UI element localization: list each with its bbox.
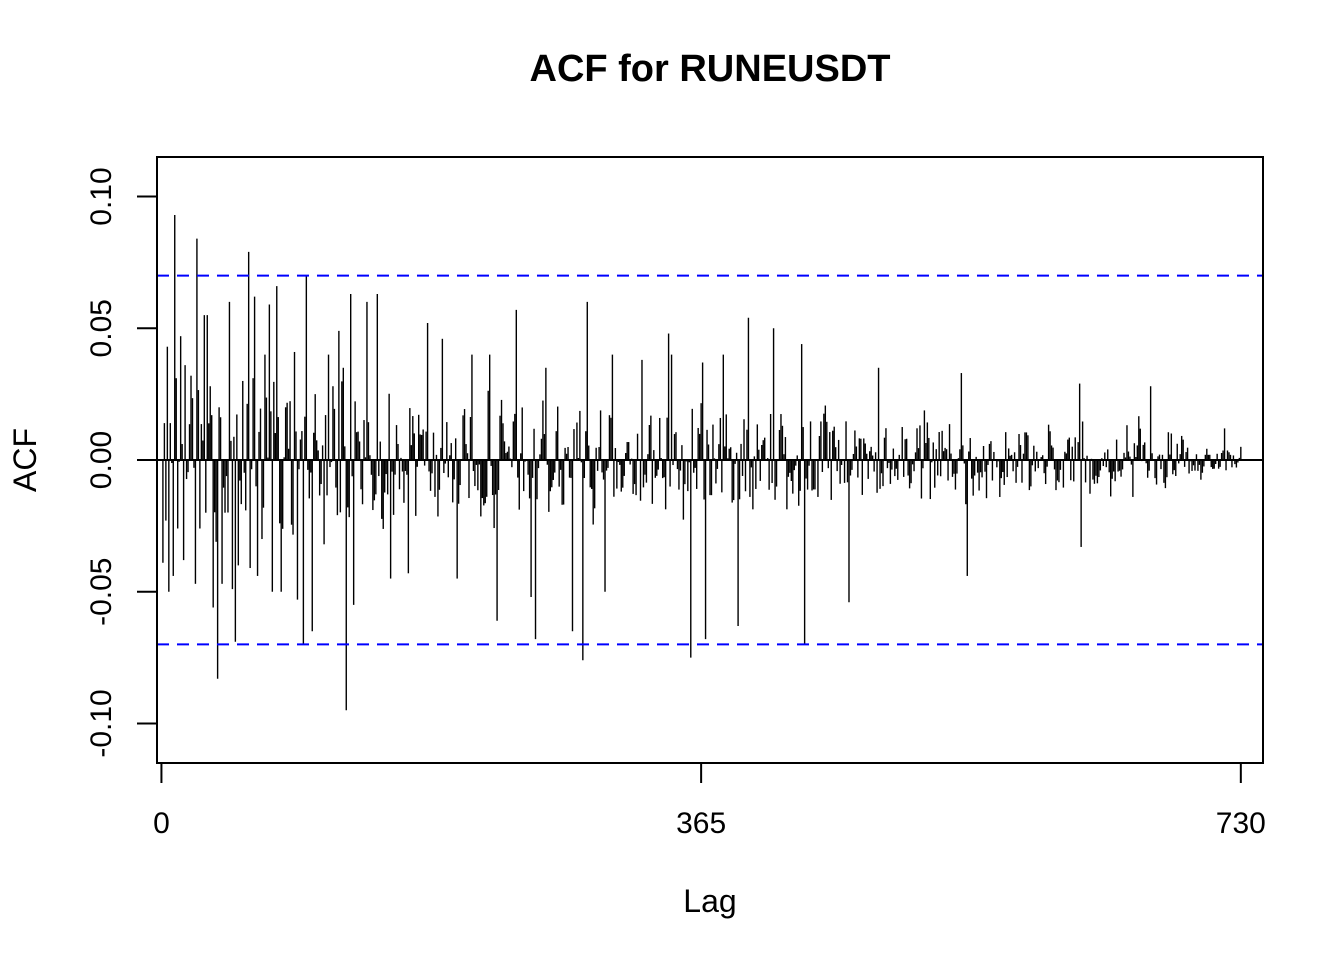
chart-title: ACF for RUNEUSDT (530, 48, 891, 90)
y-tick-label-2: 0.00 (85, 431, 118, 489)
acf-bars (162, 214, 1242, 711)
x-tick-label-1: 365 (676, 807, 726, 840)
x-tick-label-0: 0 (153, 807, 170, 840)
x-axis: 0 365 730 (153, 762, 1266, 840)
x-axis-label: Lag (683, 883, 736, 919)
confidence-bounds (157, 274, 1263, 646)
y-tick-label-3: 0.05 (85, 299, 118, 357)
y-tick-label-0: -0.10 (85, 689, 118, 757)
y-axis: -0.10 -0.05 0.00 0.05 0.10 (85, 167, 158, 758)
y-tick-label-1: -0.05 (85, 558, 118, 626)
y-axis-label: ACF (7, 428, 43, 492)
y-tick-label-4: 0.10 (85, 167, 118, 225)
x-tick-label-2: 730 (1216, 807, 1266, 840)
